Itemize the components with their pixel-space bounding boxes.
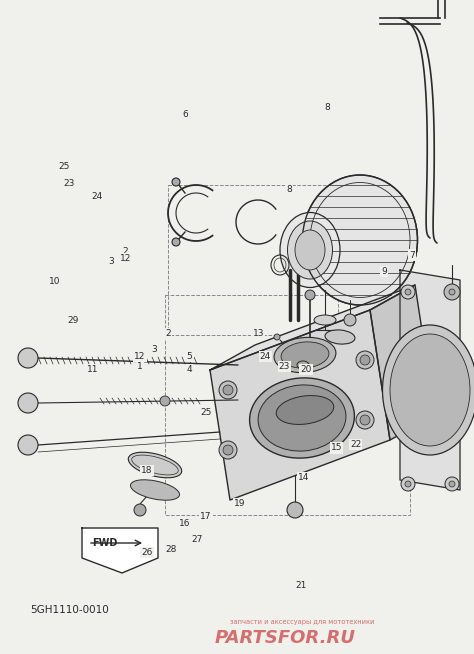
Circle shape — [449, 481, 455, 487]
Text: 13: 13 — [253, 329, 264, 338]
Text: 24: 24 — [260, 352, 271, 361]
Text: 6: 6 — [182, 110, 188, 119]
Text: 3: 3 — [109, 257, 114, 266]
Text: 9: 9 — [381, 267, 387, 276]
Circle shape — [134, 504, 146, 516]
Circle shape — [344, 314, 356, 326]
Text: 24: 24 — [91, 192, 103, 201]
Text: 22: 22 — [350, 440, 361, 449]
Text: PARTSFOR.RU: PARTSFOR.RU — [215, 629, 356, 647]
Circle shape — [360, 355, 370, 365]
Circle shape — [18, 348, 38, 368]
Circle shape — [305, 290, 315, 300]
Ellipse shape — [302, 175, 418, 305]
Polygon shape — [400, 270, 460, 490]
Bar — [168, 185, 338, 335]
Ellipse shape — [276, 396, 334, 424]
Text: 18: 18 — [141, 466, 153, 475]
Text: FWD: FWD — [92, 538, 118, 548]
Polygon shape — [210, 310, 390, 500]
Circle shape — [401, 285, 415, 299]
Text: 25: 25 — [58, 162, 70, 171]
Text: 10: 10 — [49, 277, 60, 286]
Ellipse shape — [274, 337, 336, 373]
Text: запчасти и аксессуары для мототехники: запчасти и аксессуары для мототехники — [230, 619, 374, 625]
Text: 14: 14 — [298, 473, 309, 482]
Circle shape — [405, 481, 411, 487]
Text: 2: 2 — [123, 247, 128, 256]
Circle shape — [360, 415, 370, 425]
Circle shape — [223, 445, 233, 455]
Text: 26: 26 — [141, 548, 153, 557]
Polygon shape — [82, 528, 158, 573]
Ellipse shape — [295, 230, 325, 270]
Ellipse shape — [281, 342, 329, 368]
Circle shape — [401, 477, 415, 491]
Text: 19: 19 — [234, 499, 245, 508]
Text: 23: 23 — [63, 179, 74, 188]
Text: 28: 28 — [165, 545, 176, 554]
Circle shape — [449, 289, 455, 295]
Ellipse shape — [280, 213, 340, 288]
Circle shape — [18, 393, 38, 413]
Text: 1: 1 — [137, 362, 143, 371]
Ellipse shape — [250, 378, 355, 458]
Text: 8: 8 — [286, 185, 292, 194]
Ellipse shape — [325, 330, 355, 344]
Circle shape — [172, 238, 180, 246]
Circle shape — [287, 502, 303, 518]
Text: 27: 27 — [191, 535, 202, 544]
Polygon shape — [370, 285, 435, 440]
Circle shape — [18, 435, 38, 455]
Text: 20: 20 — [300, 365, 311, 374]
Ellipse shape — [128, 452, 182, 478]
Text: 12: 12 — [134, 352, 146, 361]
Text: 17: 17 — [201, 512, 212, 521]
Text: 5: 5 — [187, 352, 192, 361]
Circle shape — [445, 477, 459, 491]
Bar — [165, 295, 410, 515]
Circle shape — [172, 178, 180, 186]
Ellipse shape — [383, 325, 474, 455]
Text: 23: 23 — [279, 362, 290, 371]
Circle shape — [274, 334, 280, 340]
Ellipse shape — [258, 385, 346, 451]
Text: 4: 4 — [187, 365, 192, 374]
Text: 3: 3 — [151, 345, 157, 354]
Text: 16: 16 — [179, 519, 191, 528]
Circle shape — [160, 396, 170, 406]
Text: 15: 15 — [331, 443, 342, 453]
Circle shape — [356, 411, 374, 429]
Ellipse shape — [314, 315, 336, 325]
Ellipse shape — [297, 361, 309, 369]
Circle shape — [223, 385, 233, 395]
Text: 29: 29 — [68, 316, 79, 325]
Text: 2: 2 — [165, 329, 171, 338]
Circle shape — [444, 284, 460, 300]
Ellipse shape — [130, 480, 180, 500]
Text: 25: 25 — [201, 407, 212, 417]
Text: 12: 12 — [120, 254, 131, 263]
Text: 5GH1110-0010: 5GH1110-0010 — [30, 605, 109, 615]
Circle shape — [219, 441, 237, 459]
Ellipse shape — [390, 334, 470, 446]
Circle shape — [445, 285, 459, 299]
Text: 21: 21 — [295, 581, 307, 590]
Text: 7: 7 — [410, 250, 415, 260]
Ellipse shape — [288, 221, 332, 279]
Text: 8: 8 — [324, 103, 330, 112]
Circle shape — [219, 381, 237, 399]
Circle shape — [405, 289, 411, 295]
Polygon shape — [210, 285, 415, 370]
Circle shape — [356, 351, 374, 369]
Text: 11: 11 — [87, 365, 98, 374]
